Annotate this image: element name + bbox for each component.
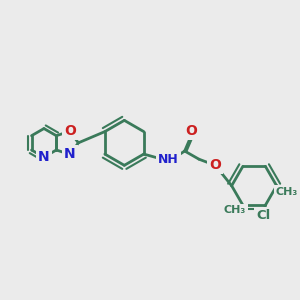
Text: N: N bbox=[64, 147, 76, 161]
Text: CH₃: CH₃ bbox=[224, 205, 246, 215]
Text: O: O bbox=[209, 158, 221, 172]
Text: CH₃: CH₃ bbox=[276, 187, 298, 197]
Text: NH: NH bbox=[158, 153, 179, 166]
Text: N: N bbox=[38, 150, 50, 164]
Text: Cl: Cl bbox=[256, 209, 271, 222]
Text: O: O bbox=[185, 124, 197, 138]
Text: O: O bbox=[64, 124, 76, 138]
